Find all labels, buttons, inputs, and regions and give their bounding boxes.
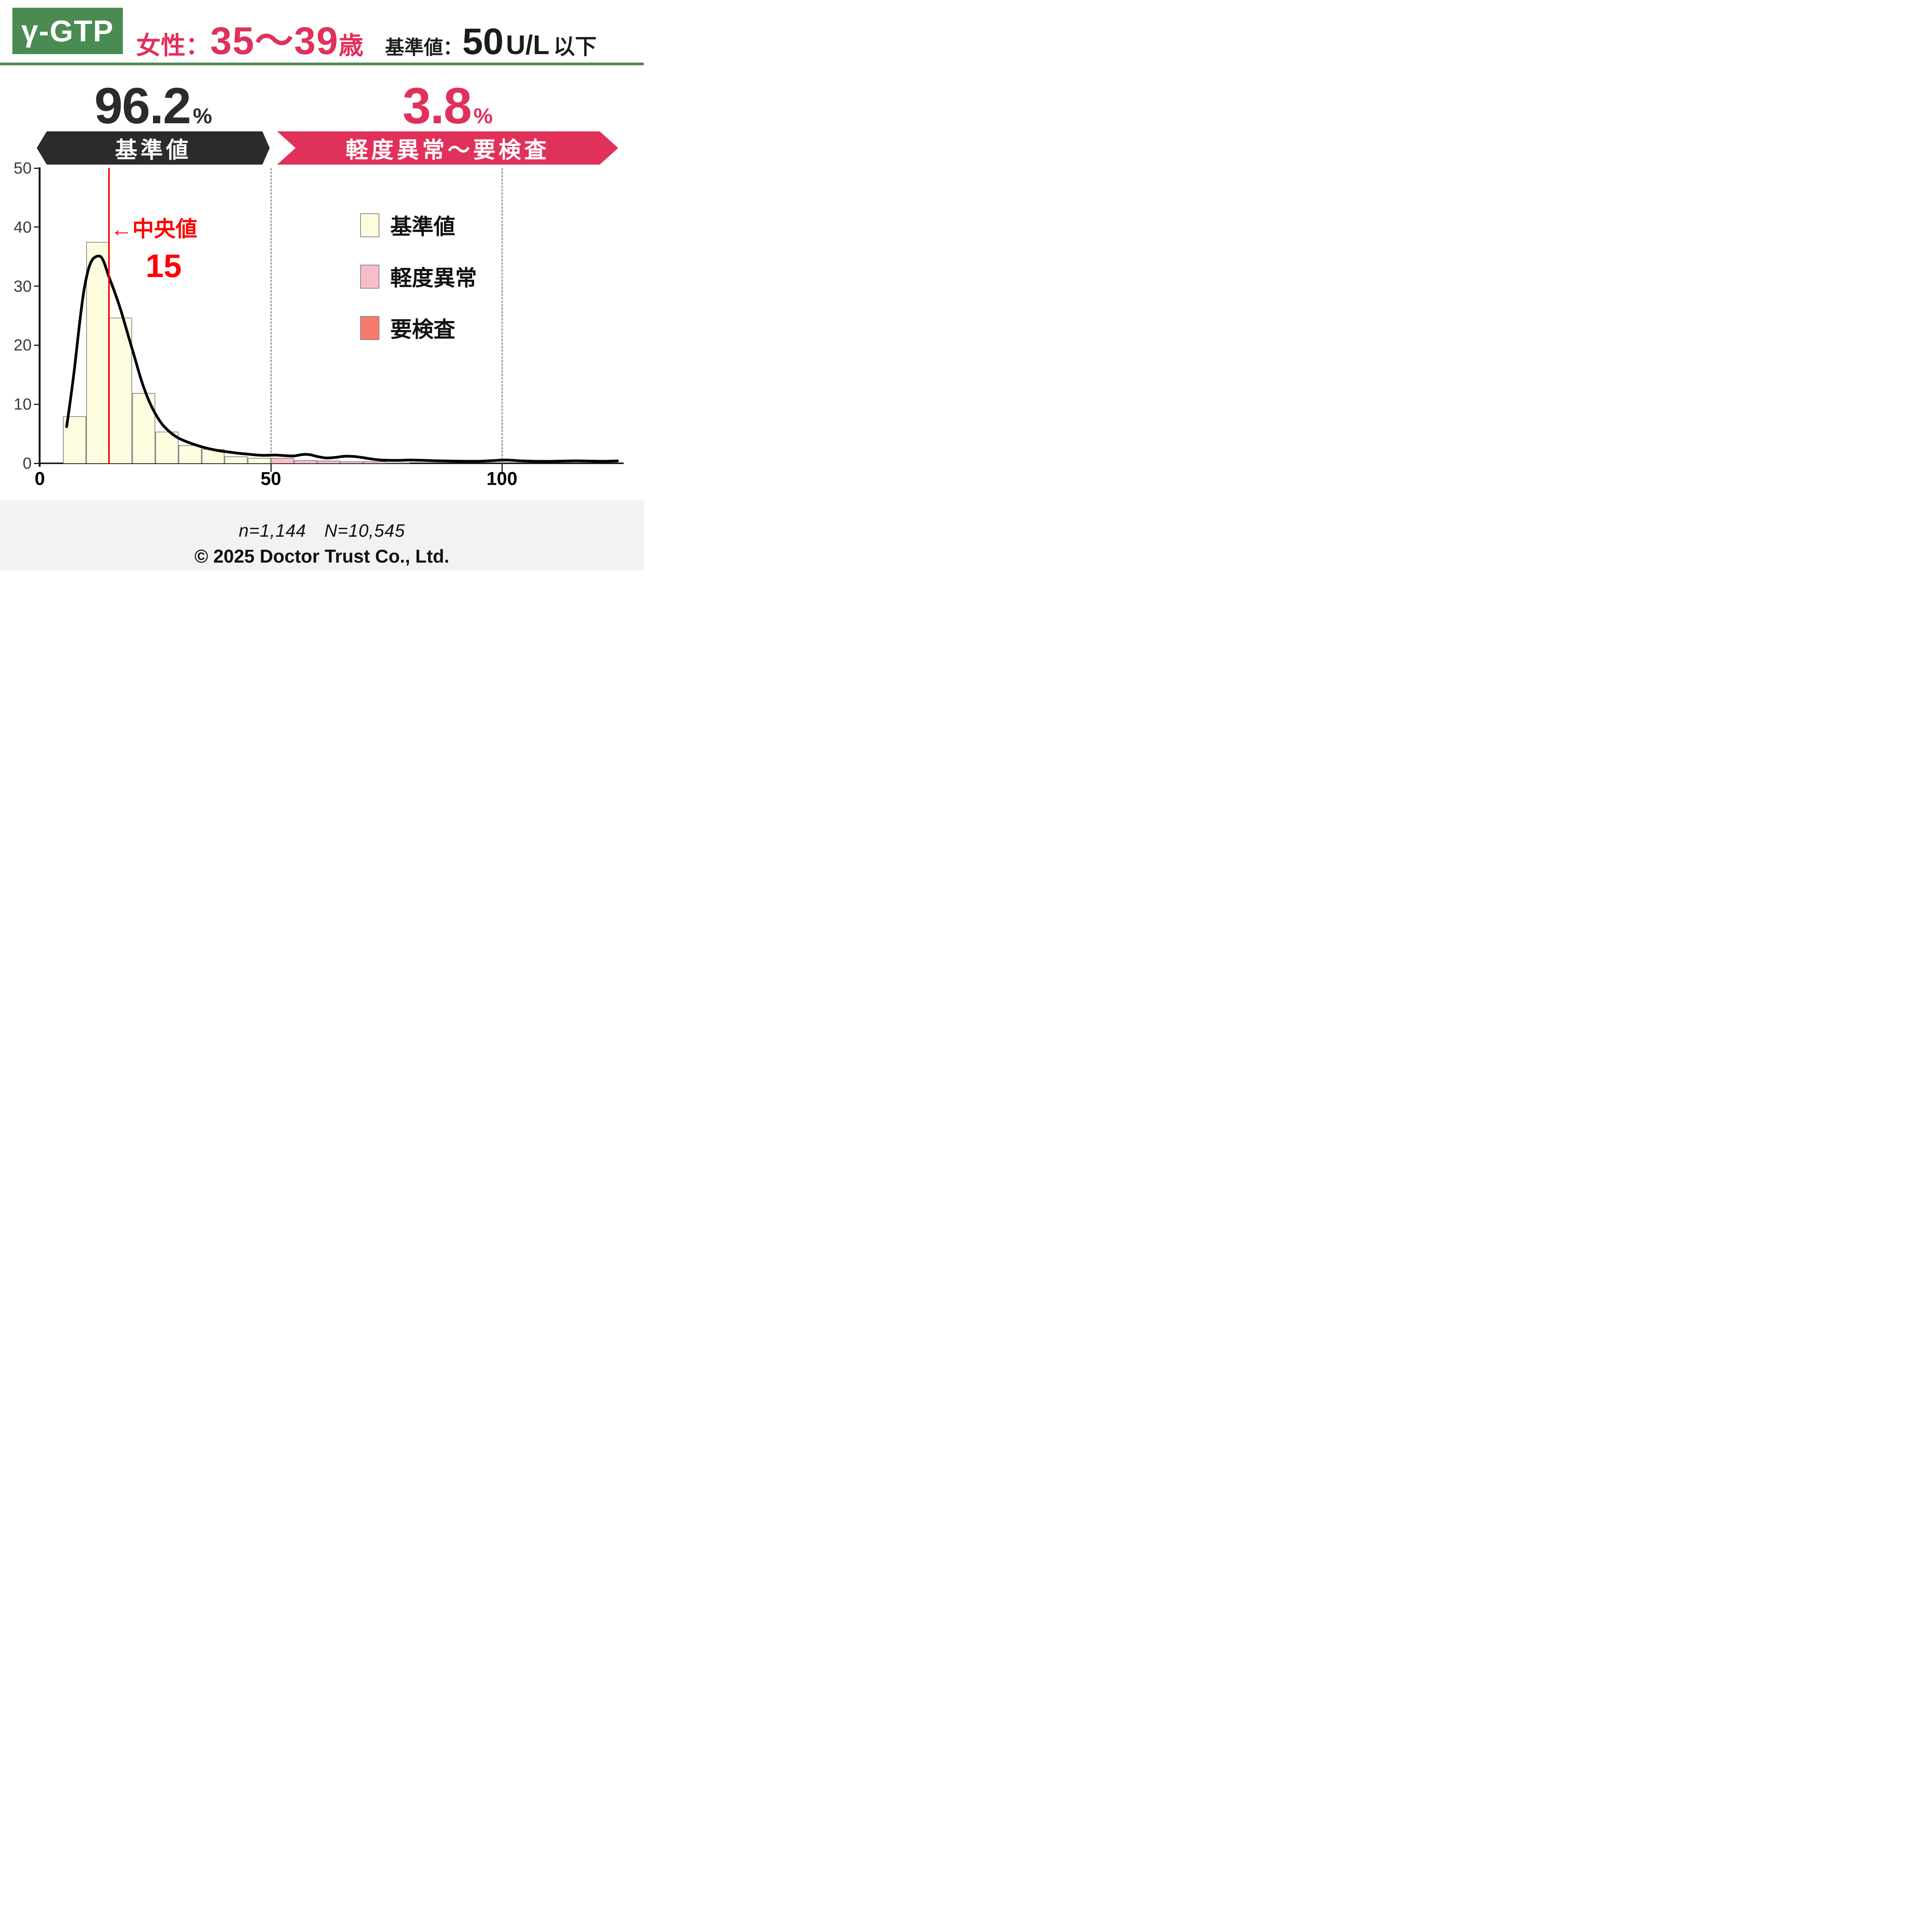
y-axis-tick-label: 0 <box>22 454 32 472</box>
legend-label-exam: 要検査 <box>390 317 455 342</box>
reference-dashed-line <box>501 168 503 463</box>
y-axis-tick <box>34 344 39 346</box>
abnormal-range-ribbon: 軽度異常～要検査 <box>277 131 618 165</box>
histogram-bar <box>271 458 294 463</box>
x-axis-tick <box>501 464 503 472</box>
abnormal-percentage-unit: % <box>473 104 493 128</box>
x-axis-tick-label: 50 <box>260 469 281 489</box>
histogram-bar <box>155 431 179 463</box>
abnormal-percentage: 3.8% <box>277 77 618 135</box>
median-line <box>108 168 110 463</box>
y-axis-tick-label: 30 <box>14 277 32 295</box>
standard-unit: U/L <box>506 30 550 60</box>
standard-suffix: 以下 <box>553 34 597 59</box>
x-axis-tick-label: 100 <box>486 469 518 489</box>
legend-item-normal: 基準値 <box>360 209 477 241</box>
histogram-bar <box>363 461 387 463</box>
x-axis-tick-label: 0 <box>34 469 45 489</box>
test-name-label: γ-GTP <box>21 14 114 48</box>
normal-percentage-value: 96.2 <box>94 77 191 134</box>
standard-label: 基準値： <box>385 37 463 58</box>
median-value-label: 15 <box>145 248 182 284</box>
median-arrow-label: ←中央値 <box>111 217 197 241</box>
footer-band: n=1,144 N=10,545 © 2025 Doctor Trust Co.… <box>0 500 644 570</box>
group-age-suffix: 歳 <box>338 32 364 60</box>
y-axis-tick-label: 40 <box>14 218 32 236</box>
y-axis-tick-label: 20 <box>14 336 32 354</box>
histogram-bar <box>317 461 340 463</box>
abnormal-percentage-value: 3.8 <box>402 77 472 134</box>
y-axis-tick <box>34 167 39 169</box>
y-axis-tick-label: 50 <box>14 159 32 177</box>
y-axis-tick-label: 10 <box>14 395 32 413</box>
legend-swatch-normal <box>360 213 379 237</box>
group-age-range: 35～39 <box>210 19 339 63</box>
y-axis-line <box>39 167 41 467</box>
histogram-bar <box>109 317 133 463</box>
legend-item-exam: 要検査 <box>360 312 477 344</box>
abnormal-range-ribbon-label: 軽度異常～要検査 <box>345 138 550 163</box>
plot-area <box>40 168 622 463</box>
histogram-bar <box>294 460 317 463</box>
copyright-text: © 2025 Doctor Trust Co., Ltd. <box>194 546 449 567</box>
x-axis-tick <box>270 464 272 472</box>
normal-percentage-unit: % <box>193 104 212 128</box>
legend-swatch-exam <box>360 316 379 340</box>
header-divider <box>0 63 644 65</box>
standard-value: 50 <box>462 21 504 62</box>
density-curve <box>65 255 619 463</box>
sample-size-text: n=1,144 N=10,545 <box>238 520 405 541</box>
normal-range-ribbon-label: 基準値 <box>115 138 192 163</box>
y-axis-tick <box>34 286 39 287</box>
ygtp-distribution-infographic: γ-GTP 女性： 35～39 歳 基準値： 50 U/L 以下 96.2% 3… <box>0 0 644 570</box>
histogram-bar <box>248 458 271 463</box>
reference-dashed-line <box>270 168 272 463</box>
legend-label-mild: 軽度異常 <box>390 266 477 290</box>
histogram-bar <box>224 456 248 463</box>
normal-percentage: 96.2% <box>37 77 270 135</box>
group-sex-label: 女性： <box>136 32 210 60</box>
histogram-bar <box>178 445 202 463</box>
x-axis-line <box>39 463 624 464</box>
histogram-bar <box>340 461 364 463</box>
density-curve-path <box>65 255 619 463</box>
legend-label-normal: 基準値 <box>390 214 455 239</box>
y-axis-tick <box>34 403 39 405</box>
legend-item-mild: 軽度異常 <box>360 261 477 292</box>
chart-legend: 基準値軽度異常要検査 <box>360 209 477 364</box>
normal-range-ribbon: 基準値 <box>37 131 270 165</box>
y-axis-tick <box>34 226 39 228</box>
histogram-chart: 基準値軽度異常要検査 0 10 20 30 40 50 0 50 100 ←中央値 15 <box>0 0 644 570</box>
legend-swatch-mild <box>360 264 379 289</box>
y-axis-tick <box>34 463 39 464</box>
header-title: 女性： 35～39 歳 基準値： 50 U/L 以下 <box>136 9 597 65</box>
test-name-badge: γ-GTP <box>12 8 123 54</box>
